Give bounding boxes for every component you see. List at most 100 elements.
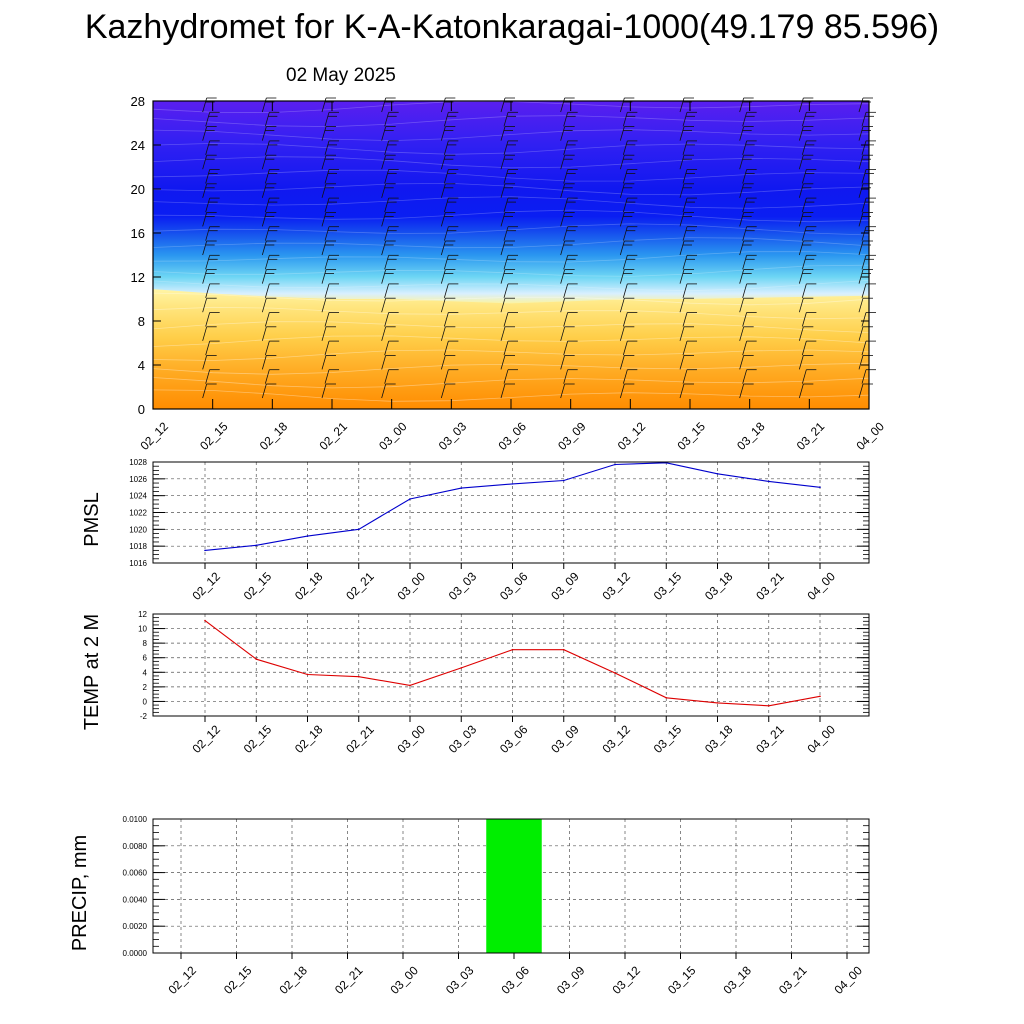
wind-barb: [440, 383, 456, 399]
wind-barb: [205, 369, 220, 384]
wind-barb: [503, 340, 518, 356]
wind-barb: [440, 297, 456, 313]
pmsl-point: [562, 479, 565, 482]
wind-barb: [622, 169, 638, 184]
wind-barb: [798, 354, 814, 370]
wind-barb: [682, 140, 697, 156]
wind-barb: [622, 254, 638, 270]
wind-barb: [381, 354, 396, 370]
temp-point: [511, 648, 514, 651]
wind-barb: [801, 312, 817, 327]
wind-barb: [321, 297, 336, 313]
x-tick-label: 03_09: [548, 569, 582, 603]
wind-barb: [261, 354, 277, 370]
x-tick-label: 02_18: [276, 963, 310, 997]
wind-barb: [384, 197, 399, 213]
wind-barb: [503, 169, 518, 184]
x-tick-label: 03_21: [753, 569, 787, 603]
wind-barb: [384, 254, 399, 270]
wind-barb: [861, 283, 876, 299]
x-tick-label: 03_18: [702, 569, 736, 603]
wind-barb: [563, 111, 578, 127]
contour-line: [152, 349, 870, 361]
wind-barb: [679, 326, 694, 341]
wind-barb: [321, 354, 336, 370]
wind-barb: [563, 254, 578, 270]
wind-barb: [500, 126, 515, 141]
temp-point: [665, 696, 668, 699]
y-tick-label: 1028: [129, 458, 147, 467]
wind-barb: [798, 211, 814, 227]
wind-barb: [381, 240, 396, 256]
wind-barb: [622, 197, 638, 213]
wind-barb: [619, 297, 635, 313]
wind-barb: [205, 254, 220, 270]
wind-barb: [679, 354, 694, 370]
wind-barb: [739, 154, 754, 170]
wind-barb: [500, 354, 515, 370]
wind-barb: [679, 240, 694, 256]
y-tick-label: 8: [138, 314, 145, 329]
x-tick-label: 02_15: [197, 419, 231, 453]
wind-barb: [381, 383, 396, 399]
wind-barb: [503, 111, 518, 127]
x-tick-label: 03_00: [387, 963, 421, 997]
contour-line: [152, 321, 870, 333]
y-tick-label: 4: [143, 668, 148, 677]
wind-barb: [443, 140, 459, 156]
wind-barb: [205, 283, 220, 299]
x-tick-label: 02_12: [165, 963, 199, 997]
wind-barb: [321, 211, 336, 227]
wind-barb: [202, 240, 217, 256]
wind-barb: [261, 383, 277, 399]
x-tick-label: 04_00: [804, 722, 838, 756]
wind-barb: [443, 340, 459, 356]
wind-barb: [261, 297, 277, 313]
precip-frame: [152, 818, 870, 954]
x-tick-label: 02_18: [292, 569, 326, 603]
x-tick-label: 03_18: [702, 722, 736, 756]
wind-barb: [798, 240, 814, 256]
wind-barb: [205, 169, 220, 184]
wind-barb: [384, 369, 399, 384]
wind-barb: [739, 326, 754, 341]
wind-barb: [381, 297, 396, 313]
wind-barb: [861, 312, 876, 327]
pmsl-panel: 1016 1018 1020 1022 1024 1026 1028 02_12 02_15 02…: [81, 458, 870, 603]
y-tick-label: 10: [138, 625, 147, 634]
wind-barb: [560, 297, 575, 313]
y-tick-label: 2: [143, 683, 148, 692]
temp-point: [562, 648, 565, 651]
x-tick-label: 03_06: [497, 569, 531, 603]
wind-barb: [384, 226, 399, 241]
wind-barb: [202, 269, 217, 284]
y-tick-label: 1024: [129, 492, 147, 501]
wind-barb: [381, 154, 396, 170]
wind-barb: [560, 126, 575, 141]
x-tick-label: 02_21: [316, 419, 350, 453]
y-tick-label: 12: [138, 610, 147, 619]
wind-barb: [742, 283, 757, 299]
wind-barb: [560, 240, 575, 256]
contour-line: [152, 209, 870, 223]
y-tick-label: 1016: [129, 559, 147, 568]
wind-barb: [798, 126, 814, 141]
wind-barb: [261, 126, 277, 141]
wind-barb: [503, 226, 518, 241]
wind-barb: [739, 297, 754, 313]
wind-barb: [261, 326, 277, 341]
pmsl-frame: [152, 461, 870, 564]
y-tick-label: 0.0000: [123, 949, 148, 958]
wind-barb: [682, 254, 697, 270]
wind-barb: [324, 197, 339, 213]
wind-barb: [321, 240, 336, 256]
wind-barb: [264, 197, 280, 213]
y-tick-label: 4: [138, 358, 145, 373]
y-tick-label: 0: [138, 402, 145, 417]
x-tick-label: 03_06: [498, 963, 532, 997]
wind-barb: [264, 312, 280, 327]
temp-panel: -2 0 2 4 6 8 10 12 02_12 02_15 02_18 02_21 03_00 03_0…: [81, 610, 870, 756]
y-tick-label: 1026: [129, 475, 147, 484]
x-tick-label: 03_15: [651, 722, 685, 756]
